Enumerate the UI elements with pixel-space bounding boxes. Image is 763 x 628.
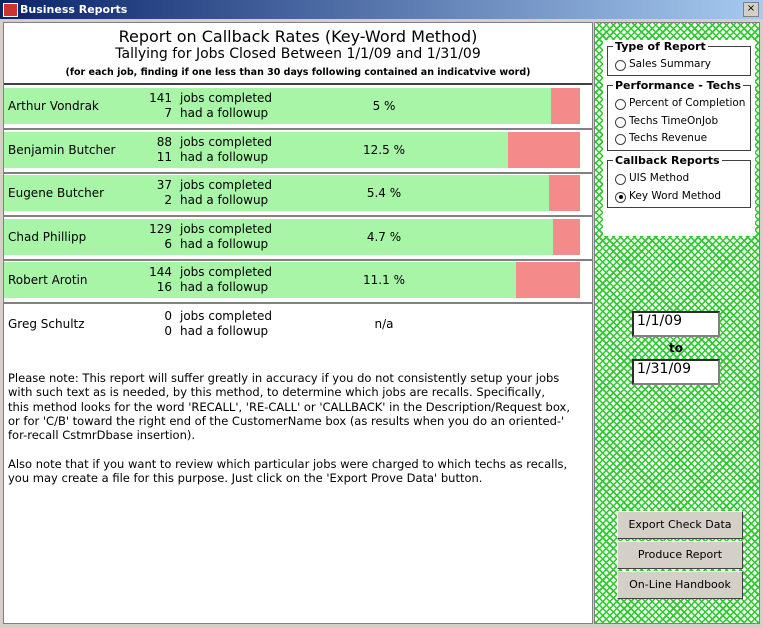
followup-text: had a followup: [180, 280, 269, 295]
report-caption: (for each job, finding if one less than …: [65, 67, 531, 78]
row-separator: [4, 128, 592, 130]
date-to[interactable]: 1/31/09: [632, 359, 720, 385]
radio-button[interactable]: [615, 60, 626, 71]
radio-label[interactable]: Key Word Method: [629, 189, 722, 202]
jobs-text: jobs completed: [180, 309, 273, 323]
tech-name: Arthur Vondrak: [8, 99, 99, 113]
group-title: Callback Reports: [613, 154, 722, 167]
rate-bar: [516, 262, 580, 299]
followup-count: 0: [164, 324, 172, 338]
report-panel: Report on Callback Rates (Key-Word Metho…: [3, 22, 593, 624]
row-separator: [4, 171, 592, 174]
rate-label: 5.4 %: [366, 186, 402, 201]
title-bar: Business Reports: [0, 0, 763, 19]
jobs-count: 37: [156, 178, 172, 193]
group-title: Type of Report: [613, 40, 708, 53]
jobs-text: jobs completed: [180, 91, 273, 105]
row-background: [4, 175, 580, 212]
jobs-text: jobs completed: [180, 178, 273, 193]
options-panel: [603, 40, 755, 236]
action-button[interactable]: On-Line Handbook: [617, 571, 743, 599]
radio-label[interactable]: Techs Revenue: [629, 132, 708, 144]
radio-button[interactable]: [615, 99, 626, 110]
note-line: for-recall CstmrDbase insertion).: [8, 428, 196, 443]
jobs-count: 129: [149, 221, 172, 236]
rate-bar: [548, 175, 580, 212]
followup-count: 7: [164, 106, 172, 120]
radio-button[interactable]: [615, 134, 626, 145]
app-icon: [3, 3, 18, 17]
note-line: you may create a file for this purpose. …: [8, 470, 483, 485]
report-subtitle: Tallying for Jobs Closed Between 1/1/09 …: [115, 46, 481, 62]
row-background: [4, 131, 580, 168]
sidebar: Type of Report Sales Summary Performance -…: [594, 22, 760, 624]
followup-text: had a followup: [180, 236, 269, 251]
report-title: Report on Callback Rates (Key-Word Metho…: [118, 27, 478, 46]
to-label: to: [669, 341, 683, 355]
date-from[interactable]: 1/1/09: [632, 311, 720, 337]
jobs-count: 88: [156, 134, 172, 149]
radio-dot: [618, 195, 623, 199]
close-button[interactable]: ×: [743, 2, 759, 17]
row-background: [4, 218, 580, 255]
followup-count: 6: [164, 236, 172, 251]
header-rule: [4, 83, 592, 85]
rate-bar: [551, 88, 580, 124]
radio-label[interactable]: UIS Method: [629, 172, 690, 184]
radio-label[interactable]: Techs TimeOnJob: [629, 114, 719, 127]
row-background: [4, 262, 580, 299]
rate-label: 11.1 %: [363, 273, 405, 288]
radio-button[interactable]: [615, 116, 626, 128]
followup-text: had a followup: [180, 106, 269, 120]
note-line: Also note that if you want to review whi…: [8, 456, 568, 471]
tech-name: Robert Arotin: [8, 273, 88, 288]
jobs-count: 144: [149, 265, 172, 280]
jobs-text: jobs completed: [180, 134, 273, 149]
rate-label: 12.5 %: [363, 142, 405, 157]
tech-name: Eugene Butcher: [8, 186, 105, 201]
jobs-count: 141: [149, 91, 172, 105]
rate-bar: [508, 131, 580, 168]
tech-name: Benjamin Butcher: [8, 142, 116, 157]
note-line: this method looks for the word 'RECALL',…: [8, 399, 570, 414]
radio-button[interactable]: [615, 191, 626, 203]
followup-text: had a followup: [180, 324, 269, 338]
rate-label: n/a: [374, 317, 394, 331]
row-background: [4, 88, 580, 124]
followup-text: had a followup: [180, 149, 269, 164]
followup-count: 11: [156, 149, 172, 164]
radio-button[interactable]: [615, 174, 626, 185]
row-separator: [4, 258, 592, 261]
jobs-text: jobs completed: [180, 221, 273, 236]
action-button[interactable]: Produce Report: [617, 541, 743, 569]
action-button[interactable]: Export Check Data: [617, 511, 743, 539]
rate-label: 5 %: [372, 99, 396, 113]
radio-label[interactable]: Percent of Completion: [629, 97, 746, 109]
followup-text: had a followup: [180, 193, 269, 208]
rate-bar: [552, 218, 580, 255]
rate-label: 4.7 %: [366, 229, 402, 244]
note-line: or for 'C/B' toward the right end of the…: [8, 413, 565, 428]
radio-label[interactable]: Sales Summary: [629, 58, 712, 70]
followup-count: 16: [156, 280, 172, 295]
tech-name: Greg Schultz: [8, 317, 85, 331]
tech-name: Chad Phillipp: [8, 229, 87, 244]
note-line: Please note: This report will suffer gre…: [8, 371, 560, 385]
jobs-text: jobs completed: [180, 265, 273, 280]
group-title: Performance - Techs: [613, 79, 744, 92]
followup-count: 2: [164, 193, 172, 208]
row-separator: [4, 302, 592, 305]
jobs-count: 0: [164, 309, 172, 323]
row-separator: [4, 215, 592, 218]
note-line: with such text as is needed, by this met…: [8, 385, 545, 400]
